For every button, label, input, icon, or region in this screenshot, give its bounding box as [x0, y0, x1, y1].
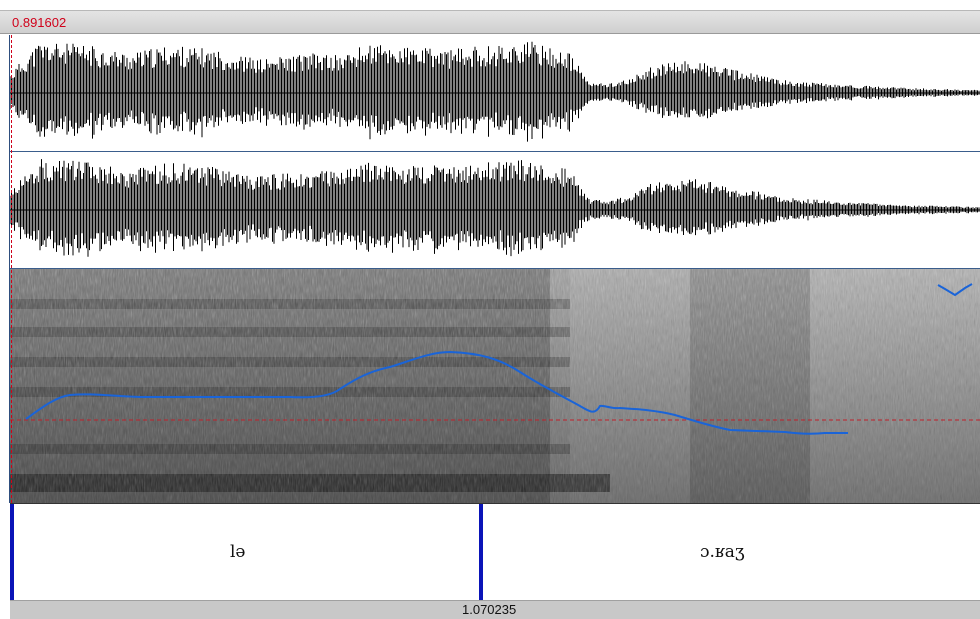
boundary-time-label: 1.070235	[462, 602, 517, 617]
text-grid-tier[interactable]: lə ɔ.ʁaʒ	[10, 503, 980, 601]
selection-time-bar: 1.070235	[10, 600, 980, 619]
spectrogram-separator	[10, 268, 980, 269]
interval-label-2[interactable]: ɔ.ʁaʒ	[700, 542, 745, 562]
pitch-track	[25, 350, 848, 435]
time-cursor-line[interactable]	[11, 35, 12, 503]
interval-boundary-start[interactable]	[10, 504, 14, 601]
spectrogram[interactable]	[10, 269, 980, 503]
editor-left-border	[9, 35, 10, 503]
interval-label-1[interactable]: lə	[230, 542, 246, 562]
waveform-channel-2-plot	[10, 159, 980, 257]
waveform-channel-1[interactable]	[10, 35, 980, 151]
interval-boundary-selected[interactable]	[479, 504, 483, 601]
cursor-time-bar: 0.891602	[0, 10, 980, 34]
cursor-time-label: 0.891602	[12, 15, 67, 30]
waveform-channel-1-plot	[10, 41, 980, 142]
channel-separator	[10, 151, 980, 152]
pitch-track-fragment	[937, 283, 973, 297]
spectrogram-plot	[10, 269, 980, 503]
waveform-channel-2[interactable]	[10, 152, 980, 268]
